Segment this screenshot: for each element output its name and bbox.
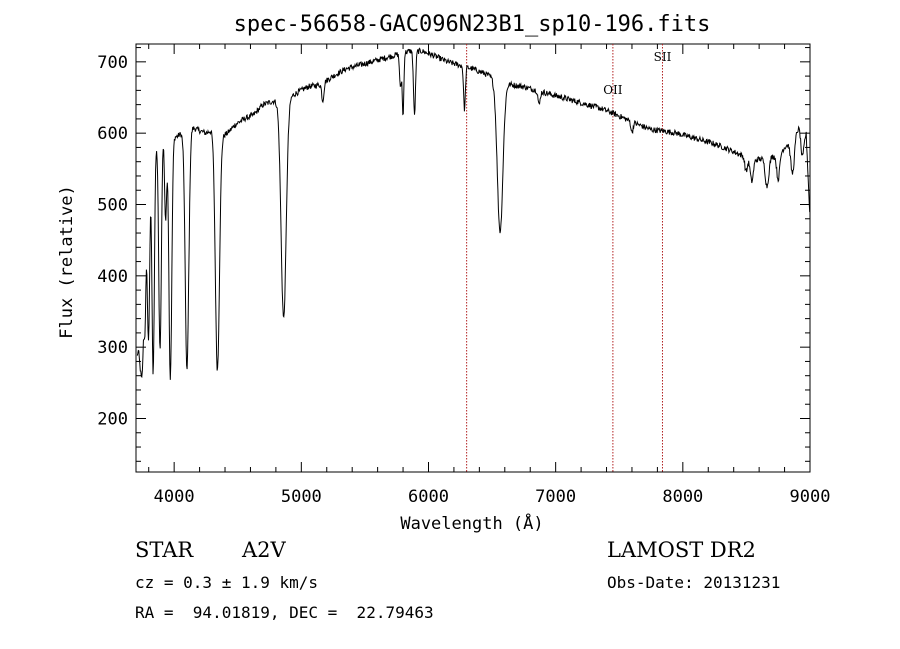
x-tick-label: 5000 (281, 487, 322, 507)
plot-area: 4000 5000 6000 7000 8000 9000 200 300 400 500 600 7… (97, 43, 831, 507)
x-tick-label: 9000 (790, 487, 831, 507)
y-tick-label: 500 (97, 196, 128, 216)
y-tick-label: 200 (97, 410, 128, 430)
coordinates: RA = 94.01819, DEC = 22.79463 (135, 603, 434, 622)
spectral-line-label: OII (603, 83, 623, 97)
redshift-velocity: cz = 0.3 ± 1.9 km/s (135, 573, 319, 592)
y-tick-label: 700 (97, 53, 128, 73)
x-tick-label: 4000 (154, 487, 195, 507)
y-tick-label: 400 (97, 267, 128, 287)
object-class: STAR (135, 538, 194, 562)
x-axis-label: Wavelength (Å) (400, 512, 543, 534)
y-tick-label: 600 (97, 124, 128, 144)
observation-date: Obs-Date: 20131231 (607, 573, 781, 592)
x-tick-label: 7000 (535, 487, 576, 507)
x-tick-label: 6000 (408, 487, 449, 507)
y-axis-label: Flux (relative) (57, 185, 77, 339)
x-tick-label: 8000 (662, 487, 703, 507)
y-tick-label: 300 (97, 338, 128, 358)
chart-title: spec-56658-GAC096N23B1_sp10-196.fits (234, 12, 711, 37)
survey-name: LAMOST DR2 (607, 538, 756, 562)
spectrum-line (136, 47, 811, 380)
plot-frame (135, 43, 811, 473)
spectral-subclass: A2V (242, 538, 286, 562)
spectral-line-label: SII (654, 50, 672, 64)
